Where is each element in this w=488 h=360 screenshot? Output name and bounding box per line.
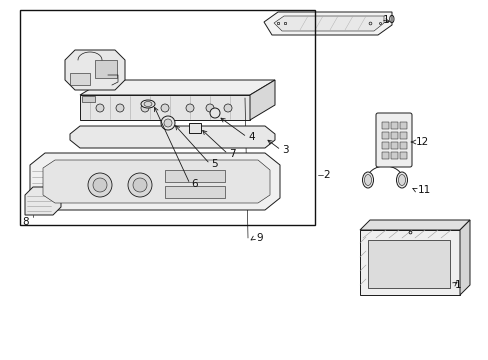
Circle shape <box>161 116 175 130</box>
Text: 5: 5 <box>210 159 217 169</box>
Bar <box>164 170 224 182</box>
FancyBboxPatch shape <box>375 113 411 167</box>
Bar <box>390 132 397 139</box>
Bar <box>399 152 406 159</box>
Bar <box>164 186 224 198</box>
Polygon shape <box>25 187 61 215</box>
Bar <box>390 122 397 129</box>
Polygon shape <box>459 220 469 295</box>
Text: 11: 11 <box>417 185 430 195</box>
Circle shape <box>116 104 124 112</box>
Bar <box>367 240 449 288</box>
Bar <box>381 132 388 139</box>
Ellipse shape <box>398 175 405 185</box>
Circle shape <box>224 104 231 112</box>
Ellipse shape <box>364 175 371 185</box>
Polygon shape <box>359 220 469 230</box>
Text: 1: 1 <box>454 280 461 290</box>
Ellipse shape <box>141 100 155 108</box>
Circle shape <box>163 119 172 127</box>
Text: 12: 12 <box>415 137 428 147</box>
Circle shape <box>161 104 169 112</box>
Circle shape <box>128 173 152 197</box>
Polygon shape <box>264 12 391 35</box>
Text: 8: 8 <box>22 217 29 227</box>
Ellipse shape <box>362 172 373 188</box>
Bar <box>399 142 406 149</box>
Circle shape <box>88 173 112 197</box>
Bar <box>381 152 388 159</box>
Polygon shape <box>273 16 383 31</box>
Text: 7: 7 <box>228 149 235 159</box>
Text: 10: 10 <box>382 15 395 25</box>
Polygon shape <box>80 95 249 120</box>
Polygon shape <box>65 50 125 90</box>
Polygon shape <box>70 126 274 148</box>
Text: 4: 4 <box>247 132 254 142</box>
Ellipse shape <box>143 102 152 107</box>
Bar <box>20 10 314 225</box>
Polygon shape <box>80 80 274 95</box>
Circle shape <box>205 104 214 112</box>
Bar <box>381 142 388 149</box>
Bar <box>399 122 406 129</box>
Circle shape <box>93 178 107 192</box>
Circle shape <box>141 104 149 112</box>
Bar <box>390 142 397 149</box>
Ellipse shape <box>396 172 407 188</box>
Polygon shape <box>249 80 274 120</box>
Circle shape <box>209 108 220 118</box>
Bar <box>381 122 388 129</box>
Polygon shape <box>43 160 269 203</box>
Bar <box>399 132 406 139</box>
Text: 2: 2 <box>323 170 329 180</box>
Polygon shape <box>82 96 95 102</box>
Text: 3: 3 <box>282 145 288 155</box>
Text: 9: 9 <box>256 233 262 243</box>
Circle shape <box>133 178 147 192</box>
Bar <box>189 123 201 133</box>
Text: 6: 6 <box>191 179 197 189</box>
Bar <box>390 152 397 159</box>
Bar <box>70 73 90 85</box>
Circle shape <box>185 104 194 112</box>
Circle shape <box>96 104 104 112</box>
Bar <box>95 60 117 78</box>
Polygon shape <box>359 230 459 295</box>
Polygon shape <box>30 153 280 210</box>
